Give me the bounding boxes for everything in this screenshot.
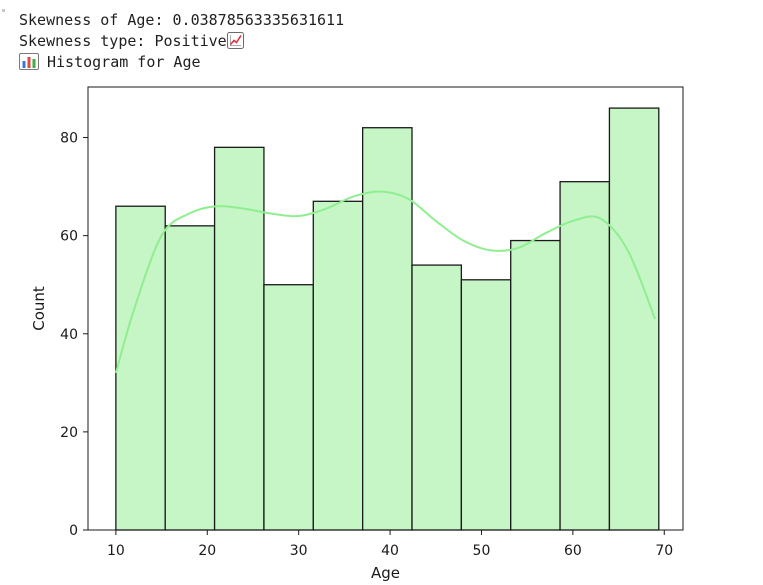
histogram-bar (411, 264, 463, 531)
histogram-bar (362, 127, 413, 531)
histogram-bar (460, 279, 512, 531)
histogram-bar (115, 205, 166, 531)
plot-area-frame (87, 86, 684, 531)
histogram-bar (559, 181, 611, 531)
x-axis-ticks: 10 20 30 40 50 60 70 (107, 530, 673, 559)
x-axis-label: Age (371, 564, 400, 582)
bar-chart-icon (19, 53, 39, 70)
y-tick-label: 20 (60, 425, 78, 441)
histogram-bar (510, 239, 561, 531)
x-tick-label: 70 (655, 543, 673, 559)
x-tick-label: 60 (564, 543, 582, 559)
cell-output: Skewness of Age: 0.03878563335631611 Ske… (19, 10, 344, 73)
skewness-value-line: Skewness of Age: 0.03878563335631611 (19, 11, 345, 29)
y-axis-label: Count (30, 286, 48, 331)
histogram-bars (115, 107, 660, 531)
x-tick-label: 10 (107, 543, 125, 559)
skewness-type-text: Skewness type: Positive (19, 32, 227, 50)
x-tick-label: 50 (473, 543, 491, 559)
x-tick-label: 30 (290, 543, 308, 559)
y-tick-label: 40 (60, 327, 78, 343)
histogram-heading-line: Histogram for Age (19, 52, 344, 73)
y-axis-ticks: 0 20 40 60 80 (60, 131, 88, 539)
histogram-bar (213, 146, 265, 531)
skewness-type-line: Skewness type: Positive (19, 31, 344, 52)
kde-curve (114, 190, 657, 374)
histogram-heading-text: Histogram for Age (47, 53, 201, 71)
y-tick-label: 0 (69, 523, 78, 539)
y-tick-label: 80 (60, 131, 78, 147)
x-tick-label: 40 (381, 543, 399, 559)
histogram-bar (312, 200, 364, 531)
histogram-bar (263, 284, 314, 531)
cell-output-marker (2, 9, 5, 12)
histogram-bar (164, 225, 216, 531)
y-tick-label: 60 (60, 229, 78, 245)
chart-increasing-icon (226, 32, 244, 49)
x-tick-label: 20 (198, 543, 216, 559)
histogram-bar (608, 107, 660, 531)
